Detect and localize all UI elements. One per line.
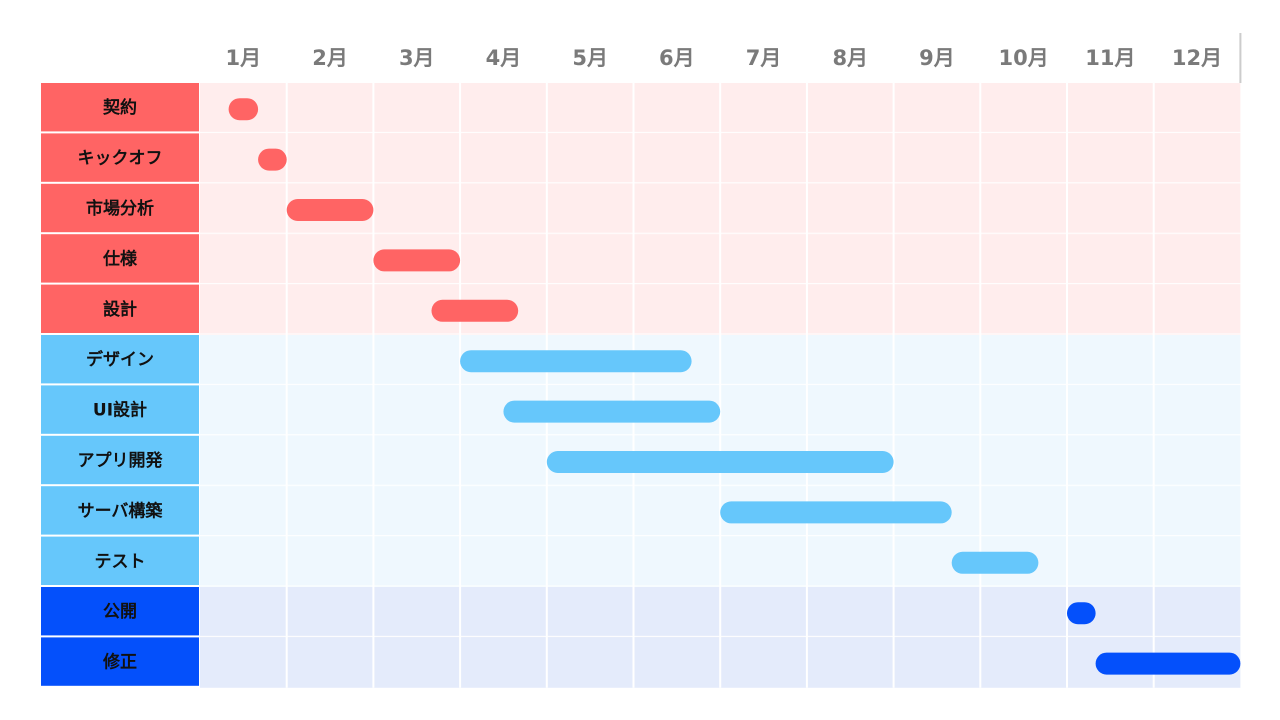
task-label-box — [41, 83, 199, 132]
task-label: テスト — [95, 552, 146, 572]
task-label: 契約 — [102, 97, 137, 118]
month-label: 7月 — [746, 46, 782, 70]
month-label: 10月 — [999, 46, 1049, 70]
month-label: 6月 — [659, 46, 695, 70]
task-bar — [1095, 652, 1241, 675]
task-bar — [431, 299, 519, 322]
task-label: アプリ開発 — [78, 450, 164, 471]
task-label-box — [41, 133, 199, 182]
task-label-box — [41, 435, 199, 485]
task-label: キックオフ — [78, 149, 163, 169]
task-label-box — [41, 536, 199, 585]
task-bar — [286, 199, 374, 221]
grid-lines — [200, 33, 1242, 688]
month-label: 9月 — [919, 46, 955, 70]
task-bars — [228, 98, 1241, 675]
month-label: 5月 — [572, 46, 608, 70]
month-label: 12月 — [1172, 46, 1222, 70]
task-bar — [460, 350, 692, 373]
month-label: 1月 — [226, 46, 262, 70]
task-label-box — [41, 234, 199, 283]
task-bar — [258, 148, 287, 171]
task-bar — [1067, 602, 1096, 625]
month-label: 2月 — [312, 46, 348, 70]
task-label: 修正 — [102, 652, 137, 673]
task-label-box — [41, 587, 199, 636]
task-label-box — [41, 284, 199, 333]
month-label: 3月 — [399, 46, 435, 70]
month-axis: 1月 2月 3月 4月 5月 6月 7月 8月 9月 10月 11月 12月 — [226, 46, 1223, 70]
month-label: 11月 — [1085, 46, 1135, 70]
task-label: 設計 — [103, 299, 137, 320]
task-bar — [720, 501, 952, 524]
task-label: 市場分析 — [86, 198, 154, 219]
task-label-box — [41, 183, 199, 233]
task-label: 公開 — [103, 602, 137, 622]
task-label: 仕様 — [102, 248, 138, 269]
month-label: 4月 — [486, 46, 522, 70]
task-bar — [373, 249, 461, 272]
task-bar — [228, 98, 259, 121]
task-label-box — [41, 385, 199, 434]
task-bar — [546, 451, 894, 473]
task-label: サーバ構築 — [78, 500, 164, 521]
task-label-box — [41, 486, 199, 535]
task-bar — [503, 400, 721, 423]
task-label-box — [41, 637, 199, 686]
month-label: 8月 — [832, 46, 868, 70]
task-bar — [951, 551, 1039, 574]
task-label-box — [41, 335, 199, 384]
task-label: デザイン — [86, 349, 154, 370]
task-label: UI設計 — [93, 400, 147, 421]
